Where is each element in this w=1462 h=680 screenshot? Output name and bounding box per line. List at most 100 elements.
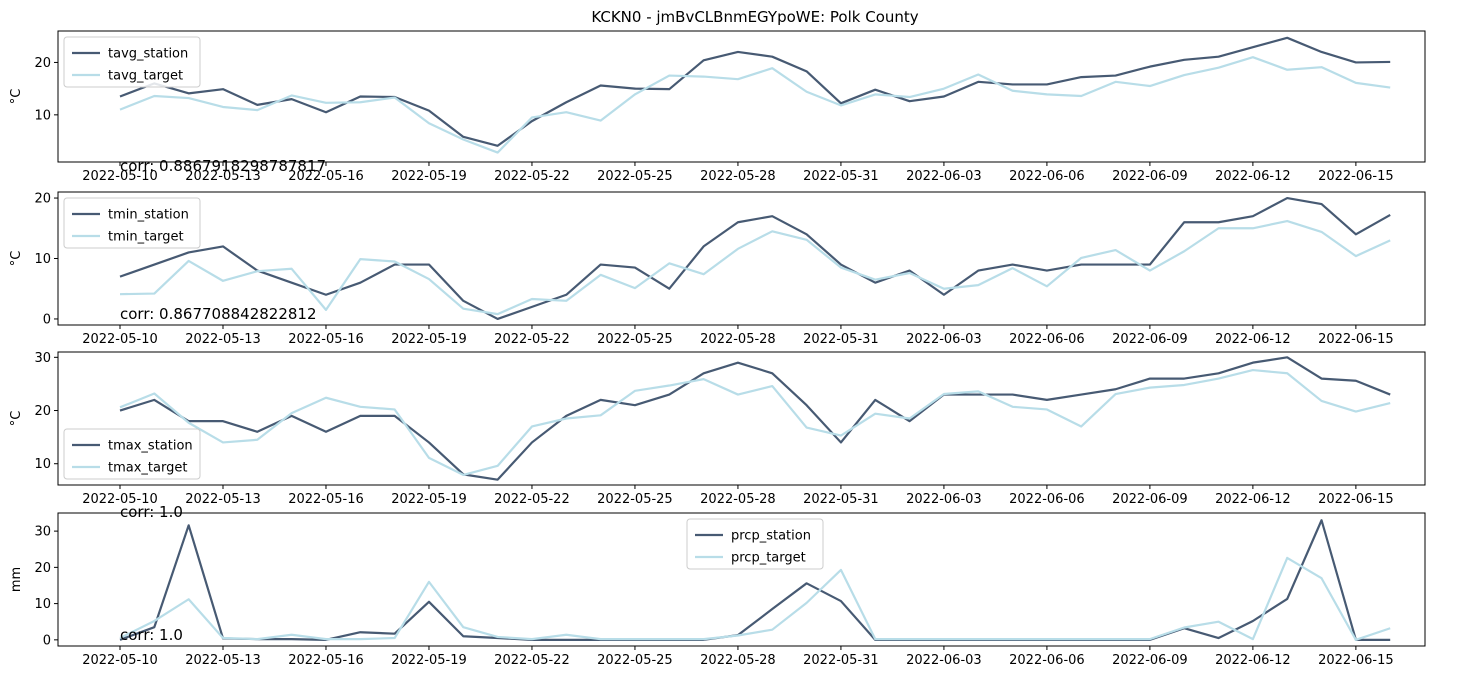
legend: tmin_station tmin_target — [63, 197, 201, 249]
x-tick-label: 2022-06-03 — [906, 653, 982, 668]
x-tick-label: 2022-06-15 — [1318, 492, 1394, 507]
y-tick-label: 30 — [34, 525, 51, 540]
panel-3: 10 20 30 2022-05-10 2022-05-13 2022-05-16 2022… — [9, 351, 1426, 521]
correlation-label: corr: 1.0 — [120, 503, 183, 521]
x-tick-label: 2022-05-19 — [391, 169, 467, 184]
x-tick-label: 2022-05-19 — [391, 332, 467, 347]
y-tick-label: 20 — [34, 192, 51, 207]
legend-label-tavg_station: tavg_station — [108, 47, 188, 62]
y-tick-label: 0 — [43, 312, 51, 327]
x-tick-label: 2022-05-31 — [803, 653, 879, 668]
x-tick-label: 2022-05-13 — [185, 492, 261, 507]
y-tick-label: 10 — [34, 597, 51, 612]
x-tick-label: 2022-05-25 — [597, 653, 673, 668]
x-tick-label: 2022-06-09 — [1112, 332, 1188, 347]
legend-label-tmin_target: tmin_target — [108, 230, 184, 245]
axes-frame — [57, 30, 1426, 163]
x-tick-label: 2022-06-15 — [1318, 653, 1394, 668]
panel-4: 0 10 20 30 2022-05-10 2022-05-13 2022-05-16 202… — [9, 512, 1426, 668]
x-tick-label: 2022-06-06 — [1009, 169, 1085, 184]
x-tick-label: 2022-05-16 — [288, 653, 364, 668]
y-tick-label: 10 — [34, 108, 51, 123]
correlation-label: corr: 0.8867918298787817 — [120, 157, 326, 175]
legend: prcp_station prcp_target — [686, 518, 824, 570]
x-tick-label: 2022-06-12 — [1215, 653, 1291, 668]
legend: tavg_station tavg_target — [63, 36, 201, 88]
legend-label-tmin_station: tmin_station — [108, 208, 189, 223]
legend-label-tmax_station: tmax_station — [108, 439, 193, 454]
x-tick-label: 2022-06-03 — [906, 492, 982, 507]
x-tick-label: 2022-05-25 — [597, 169, 673, 184]
x-tick-label: 2022-05-13 — [185, 332, 261, 347]
x-tick-label: 2022-06-12 — [1215, 332, 1291, 347]
x-tick-label: 2022-05-22 — [494, 169, 570, 184]
y-axis-label: mm — [9, 567, 24, 592]
x-tick-label: 2022-06-15 — [1318, 332, 1394, 347]
series-line-tmin_target — [119, 219, 1391, 316]
x-tick-label: 2022-05-10 — [82, 492, 158, 507]
x-tick-label: 2022-06-06 — [1009, 653, 1085, 668]
x-tick-label: 2022-06-06 — [1009, 492, 1085, 507]
x-tick-label: 2022-05-10 — [82, 169, 158, 184]
x-tick-label: 2022-06-15 — [1318, 169, 1394, 184]
x-tick-label: 2022-05-22 — [494, 653, 570, 668]
x-tick-label: 2022-05-25 — [597, 492, 673, 507]
x-tick-label: 2022-05-28 — [700, 492, 776, 507]
x-tick-label: 2022-06-09 — [1112, 653, 1188, 668]
x-tick-label: 2022-06-09 — [1112, 492, 1188, 507]
x-tick-label: 2022-05-25 — [597, 332, 673, 347]
correlation-label: corr: 1.0 — [120, 626, 183, 644]
y-tick-label: 20 — [34, 56, 51, 71]
series-line-tmax_target — [119, 368, 1391, 476]
series-line-prcp_target — [119, 556, 1391, 641]
x-tick-label: 2022-06-09 — [1112, 169, 1188, 184]
series-line-tmin_station — [119, 196, 1391, 321]
x-tick-label: 2022-05-13 — [185, 169, 261, 184]
y-axis-label: °C — [9, 89, 24, 105]
x-tick-label: 2022-06-03 — [906, 332, 982, 347]
x-tick-label: 2022-06-03 — [906, 169, 982, 184]
panel-2: 0 10 20 2022-05-10 2022-05-13 2022-05-16 2022-… — [9, 191, 1426, 347]
legend: tmax_station tmax_target — [63, 428, 201, 480]
series-line-tmax_station — [119, 356, 1391, 481]
x-tick-label: 2022-05-16 — [288, 492, 364, 507]
axes-frame — [57, 512, 1426, 647]
x-tick-label: 2022-05-31 — [803, 169, 879, 184]
x-tick-label: 2022-05-31 — [803, 332, 879, 347]
x-tick-label: 2022-05-28 — [700, 169, 776, 184]
series-line-tavg_station — [119, 36, 1391, 147]
y-tick-label: 10 — [34, 457, 51, 472]
figure-title: KCKN0 - jmBvCLBnmEGYpoWE: Polk County — [591, 8, 918, 26]
chart-panels: 10 20 2022-05-10 2022-05-13 2022-05-16 2022-0… — [9, 30, 1426, 668]
x-tick-label: 2022-05-10 — [82, 332, 158, 347]
y-tick-label: 0 — [43, 633, 51, 648]
y-tick-label: 30 — [34, 351, 51, 366]
legend-label-tmax_target: tmax_target — [108, 461, 187, 476]
series-line-tavg_target — [119, 56, 1391, 154]
legend-label-prcp_station: prcp_station — [731, 529, 811, 544]
y-tick-label: 20 — [34, 561, 51, 576]
x-tick-label: 2022-05-16 — [288, 169, 364, 184]
x-tick-label: 2022-05-13 — [185, 653, 261, 668]
x-tick-label: 2022-06-12 — [1215, 492, 1291, 507]
y-tick-label: 10 — [34, 252, 51, 267]
panel-1: 10 20 2022-05-10 2022-05-13 2022-05-16 2022-0… — [9, 30, 1426, 184]
x-tick-label: 2022-05-16 — [288, 332, 364, 347]
correlation-label: corr: 0.867708842822812 — [120, 305, 317, 323]
x-tick-label: 2022-05-22 — [494, 332, 570, 347]
legend-label-tavg_target: tavg_target — [108, 69, 183, 84]
x-tick-label: 2022-05-31 — [803, 492, 879, 507]
x-tick-label: 2022-05-22 — [494, 492, 570, 507]
x-tick-label: 2022-05-19 — [391, 492, 467, 507]
y-axis-label: °C — [9, 251, 24, 267]
y-tick-label: 20 — [34, 404, 51, 419]
x-tick-label: 2022-05-19 — [391, 653, 467, 668]
legend-label-prcp_target: prcp_target — [731, 551, 806, 566]
x-tick-label: 2022-05-28 — [700, 332, 776, 347]
x-tick-label: 2022-06-06 — [1009, 332, 1085, 347]
axes-frame — [57, 351, 1426, 486]
x-tick-label: 2022-05-28 — [700, 653, 776, 668]
y-axis-label: °C — [9, 411, 24, 427]
x-tick-label: 2022-06-12 — [1215, 169, 1291, 184]
